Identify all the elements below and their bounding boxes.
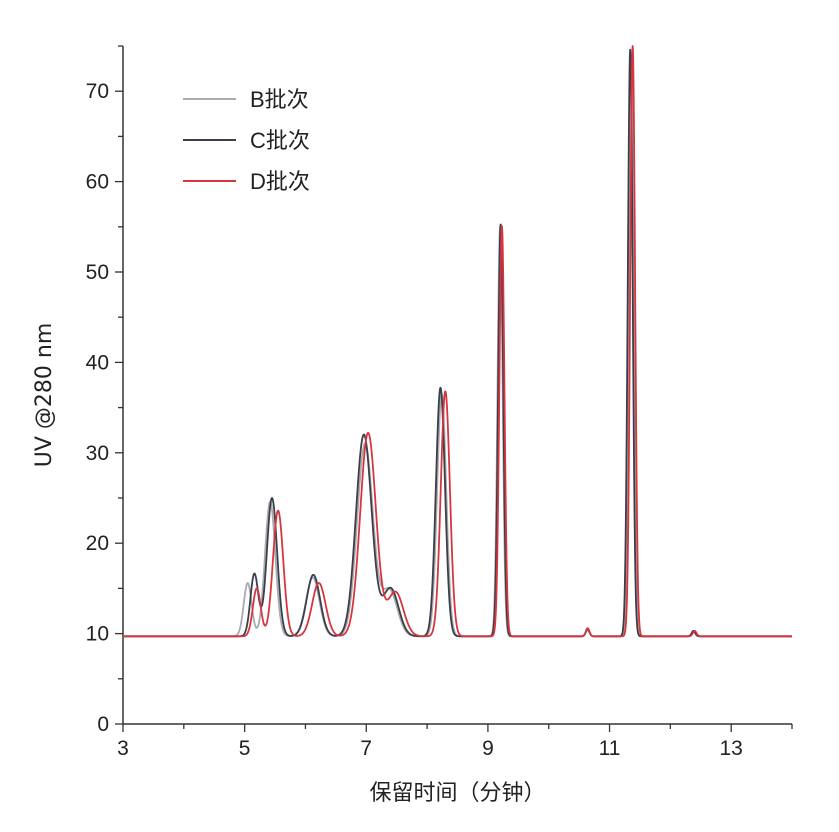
y-tick-label: 30 — [86, 442, 109, 465]
y-tick-label: 10 — [86, 623, 109, 646]
legend-label: B批次 — [250, 87, 309, 112]
y-tick-label: 50 — [86, 261, 109, 284]
x-axis-title: 保留时间（分钟） — [369, 781, 545, 806]
y-tick-label: 0 — [97, 713, 109, 736]
x-tick-label: 9 — [482, 737, 494, 760]
x-tick-label: 7 — [360, 737, 372, 760]
series-lines — [122, 45, 793, 638]
legend: B批次 C批次 D批次 — [183, 87, 310, 194]
series-line-2 — [122, 48, 793, 638]
x-tick-label: 3 — [117, 737, 129, 760]
x-axis: 3 5 7 9 11 13 — [117, 723, 793, 760]
series-line-3 — [122, 45, 793, 638]
legend-label: D批次 — [250, 169, 310, 194]
legend-label: C批次 — [250, 128, 310, 153]
y-axis-title: UV @280 nm — [32, 323, 57, 468]
y-tick-label: 60 — [86, 171, 109, 194]
x-tick-label: 5 — [239, 737, 251, 760]
x-tick-label: 13 — [720, 737, 743, 760]
y-tick-label: 20 — [86, 532, 109, 555]
series-line-1 — [122, 54, 793, 638]
y-tick-label: 70 — [86, 80, 109, 103]
y-tick-label: 40 — [86, 351, 109, 374]
y-axis: 0 10 20 30 40 50 60 70 — [86, 45, 124, 736]
x-tick-label: 11 — [599, 737, 621, 760]
